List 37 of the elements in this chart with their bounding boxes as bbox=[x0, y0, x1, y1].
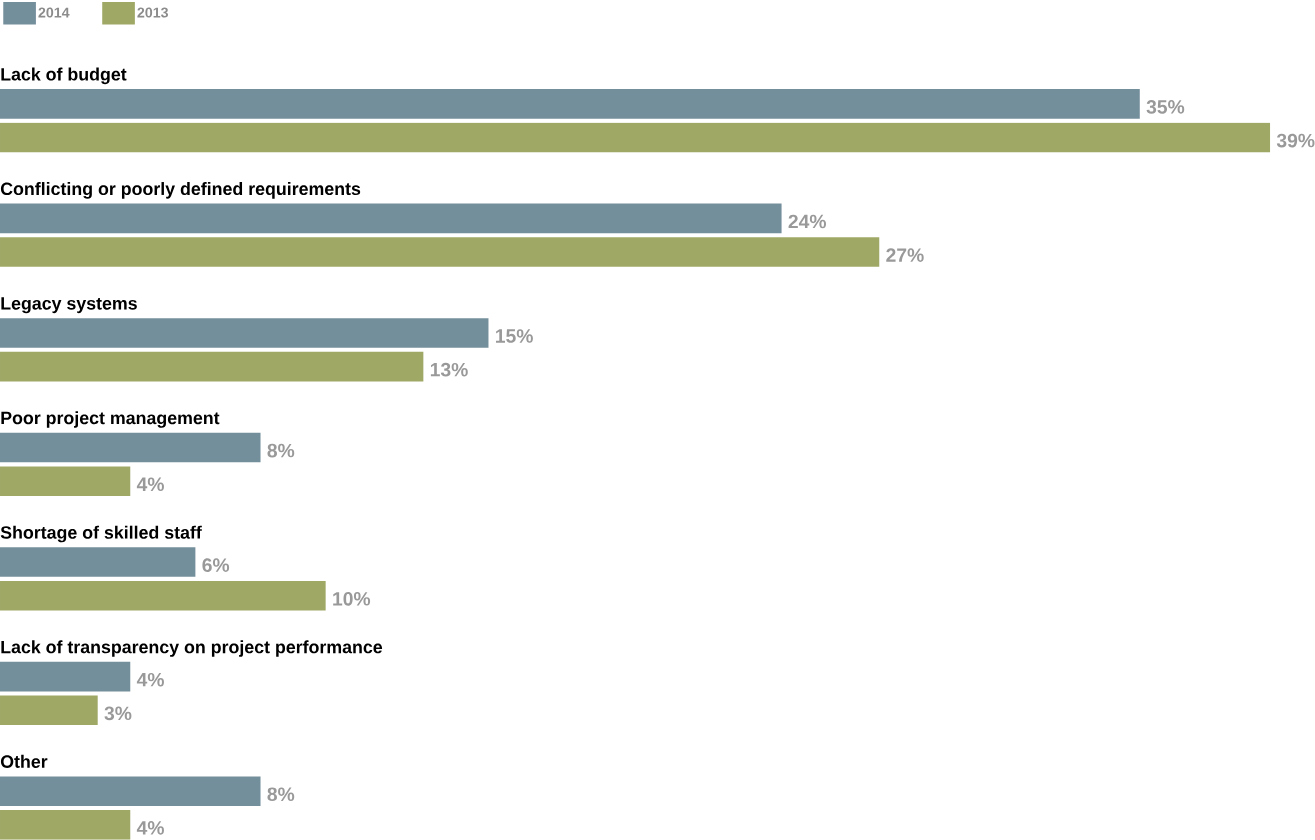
data-label: 4% bbox=[136, 477, 164, 492]
data-label: 4% bbox=[136, 821, 164, 835]
data-label: 35% bbox=[1146, 100, 1185, 114]
legend-label: 2014 bbox=[38, 7, 70, 18]
bar bbox=[0, 352, 424, 382]
data-label: 8% bbox=[267, 787, 295, 802]
data-label: 15% bbox=[496, 329, 533, 344]
bar bbox=[0, 89, 1140, 119]
legend-label: 2013 bbox=[137, 7, 169, 18]
bar bbox=[0, 203, 782, 234]
y-tick-label: Lack of budget bbox=[1, 67, 127, 85]
data-label: 3% bbox=[104, 706, 132, 721]
bar bbox=[0, 695, 98, 726]
data-label: 13% bbox=[430, 363, 468, 377]
data-label: 6% bbox=[202, 558, 230, 573]
bar bbox=[0, 581, 326, 611]
bar bbox=[0, 318, 489, 348]
data-label: 27% bbox=[886, 248, 924, 263]
bar bbox=[0, 776, 261, 807]
bar bbox=[0, 432, 261, 463]
data-label: 10% bbox=[333, 592, 371, 606]
bar bbox=[0, 237, 880, 268]
data-label: 4% bbox=[136, 673, 164, 687]
y-tick-label: Lack of transparency on project performance bbox=[1, 640, 383, 658]
bar bbox=[0, 466, 131, 497]
y-tick-label: Shortage of skilled staff bbox=[0, 525, 202, 543]
bar bbox=[0, 810, 131, 840]
y-tick-label: Other bbox=[0, 755, 48, 769]
y-tick-label: Poor project management bbox=[1, 411, 220, 428]
data-label: 8% bbox=[267, 443, 295, 458]
data-label: 39% bbox=[1276, 133, 1315, 148]
bar bbox=[0, 122, 1271, 153]
y-tick-label: Conflicting or poorly defined requirements bbox=[0, 182, 361, 199]
data-label: 24% bbox=[788, 214, 827, 229]
bar bbox=[0, 662, 131, 692]
y-tick-label: Legacy systems bbox=[1, 297, 137, 314]
bar bbox=[0, 547, 196, 578]
